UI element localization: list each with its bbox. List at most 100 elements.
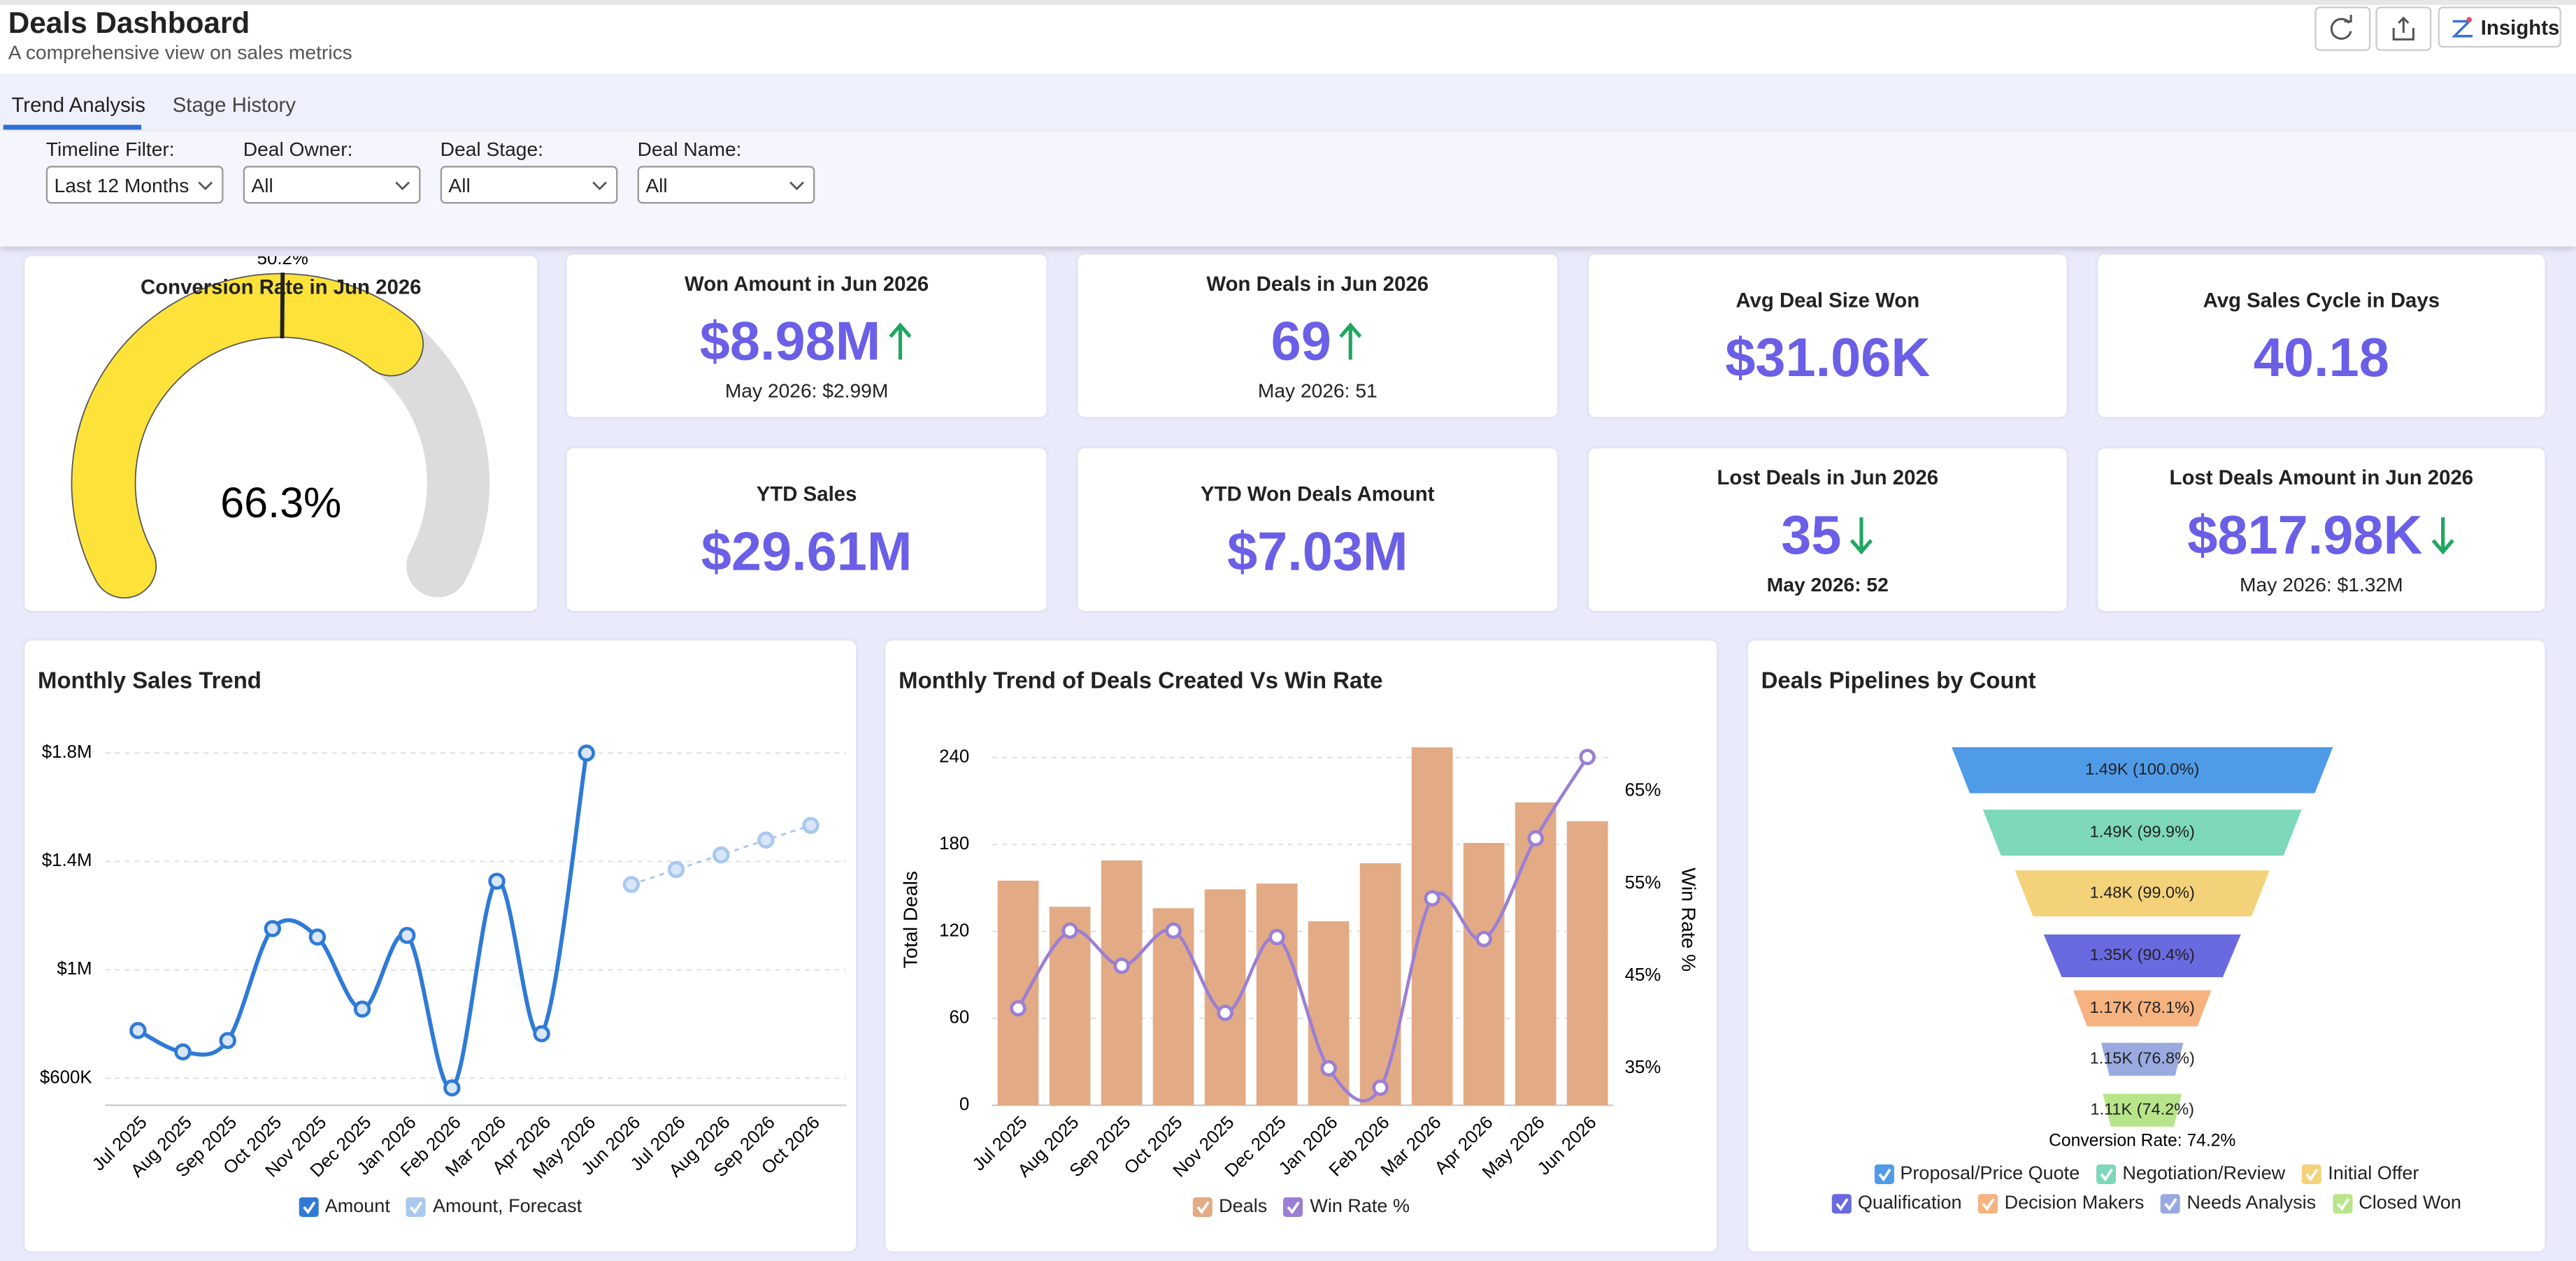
insights-button[interactable]: Insights	[2438, 6, 2561, 48]
legend-checkbox	[1283, 1197, 1303, 1217]
trend-arrow-path	[889, 322, 912, 360]
data-point	[264, 920, 281, 937]
kpi-title: Avg Deal Size Won	[1736, 289, 1920, 312]
legend-label: Negotiation/Review	[2122, 1164, 2286, 1184]
y2-tick-label: 65%	[1625, 781, 1661, 800]
kpi-value: 69	[1271, 310, 1331, 371]
legend-item[interactable]: Deals	[1192, 1197, 1267, 1217]
funnel-label: 1.15K (76.8%)	[2090, 1049, 2195, 1067]
legend-item[interactable]: Amount, Forecast	[406, 1197, 582, 1217]
legend-item[interactable]: Qualification	[1831, 1194, 1962, 1214]
kpi-title: YTD Won Deals Amount	[1201, 482, 1435, 506]
y-axis-title: Total Deals	[899, 871, 921, 968]
data-point	[219, 1032, 236, 1049]
tab[interactable]: Trend Analysis	[11, 93, 146, 117]
kpi-value-row: $29.61M	[567, 519, 1047, 584]
legend-item[interactable]: Initial Offer	[2301, 1164, 2419, 1184]
y2-axis-title: Win Rate %	[1677, 867, 1700, 972]
share-button[interactable]	[2375, 6, 2432, 51]
legend-item[interactable]: Negotiation/Review	[2096, 1164, 2286, 1184]
funnel-segment	[1952, 747, 2333, 793]
legend-item[interactable]: Closed Won	[2332, 1194, 2461, 1214]
legend-label: Closed Won	[2359, 1194, 2461, 1214]
filter-select[interactable]: All	[440, 166, 618, 204]
share-icon	[2392, 16, 2414, 41]
y-tick-label: $600K	[40, 1067, 92, 1087]
bar	[997, 880, 1039, 1106]
legend-item[interactable]: Decision Makers	[1978, 1194, 2144, 1214]
kpi-value-row: 69	[1078, 309, 1557, 375]
kpi-value-row: 40.18	[2098, 325, 2545, 391]
gauge-title: Conversion Rate in Jun 2026	[140, 275, 422, 299]
refresh-icon	[2330, 15, 2352, 40]
legend-check	[1982, 1198, 1995, 1211]
legend-swatch	[2096, 1164, 2116, 1184]
kpi-value: $29.61M	[701, 520, 913, 582]
funnel-label: 1.49K (99.9%)	[2090, 822, 2195, 840]
legend-item[interactable]: Proposal/Price Quote	[1873, 1164, 2080, 1184]
page-subtitle: A comprehensive view on sales metrics	[8, 41, 352, 64]
chevron	[198, 181, 213, 191]
insights-icon	[2451, 16, 2473, 37]
legend-label: Amount, Forecast	[432, 1197, 582, 1217]
data-point	[1372, 1079, 1389, 1096]
legend-checkbox	[2160, 1194, 2181, 1214]
kpi-title: Won Amount in Jun 2026	[685, 273, 929, 296]
kpi-value: $31.06K	[1725, 326, 1931, 388]
trend-arrow	[889, 322, 912, 360]
legend-item[interactable]: Win Rate %	[1283, 1197, 1410, 1217]
trend-arrow	[1340, 322, 1363, 360]
card: Monthly Sales Trend $600K $1M $1.4M $1.8M Jul…	[24, 640, 857, 1252]
kpi-value: $817.98K	[2187, 504, 2423, 565]
legend-label: Initial Offer	[2328, 1164, 2419, 1184]
chevron	[395, 181, 410, 191]
chart: 1.49K (100.0%) 1.49K (99.9%) 1.48K (99.0%)…	[1952, 747, 2333, 1150]
refresh-button[interactable]	[2314, 6, 2371, 51]
legend-check	[302, 1201, 316, 1215]
data-point	[353, 1000, 371, 1018]
funnel-segment	[1982, 809, 2302, 856]
bar	[1359, 863, 1401, 1106]
insights-label: Insights	[2480, 15, 2560, 39]
data-point	[1579, 749, 1596, 765]
funnel-segment	[2043, 934, 2241, 977]
legend-item[interactable]: Needs Analysis	[2160, 1194, 2316, 1214]
card: Lost Deals Amount in Jun 2026 $817.98K May…	[2098, 448, 2545, 612]
y-tick-label: 180	[939, 834, 969, 853]
filter-value: All	[645, 174, 668, 197]
kpi-value-row: 35	[1589, 503, 2067, 568]
legend-checkbox	[2332, 1194, 2352, 1214]
legend-check	[1196, 1201, 1210, 1215]
filter-select[interactable]: All	[637, 166, 815, 204]
legend-label: Amount	[324, 1197, 390, 1217]
bar	[1463, 842, 1505, 1106]
trend-arrow	[1849, 517, 1873, 555]
funnel-segment	[2101, 1042, 2184, 1076]
legend-swatch	[2160, 1194, 2181, 1214]
legend-checkbox	[1192, 1197, 1212, 1217]
chevron-path	[198, 181, 213, 191]
data-point	[1424, 890, 1440, 907]
filter-value: Last 12 Months	[54, 174, 189, 197]
funnel-label: 1.17K (78.1%)	[2090, 998, 2195, 1016]
legend-item[interactable]: Amount	[299, 1197, 390, 1217]
data-point	[1268, 928, 1285, 946]
kpi-subtext: May 2026: 52	[1766, 572, 1889, 596]
filter-select[interactable]: Last 12 Months	[45, 166, 224, 204]
legend-swatch	[1873, 1164, 1894, 1184]
legend: Amount Amount, Forecast	[24, 1197, 856, 1217]
legend-checkbox	[406, 1197, 427, 1217]
funnel-segment	[2015, 870, 2270, 917]
tab[interactable]: Stage History	[172, 93, 296, 117]
kpi-value-row: $7.03M	[1078, 519, 1557, 584]
data-point	[1061, 922, 1078, 939]
legend-checkbox	[1873, 1164, 1894, 1184]
filter-select[interactable]: All	[243, 166, 421, 204]
legend-swatch	[1831, 1194, 1852, 1214]
card: Conversion Rate in Jun 2026 50.2% 66.3%	[24, 249, 538, 612]
funnel-annotation: Conversion Rate: 74.2%	[2049, 1131, 2235, 1150]
data-point	[488, 872, 506, 890]
bar	[1049, 907, 1091, 1106]
data-point	[1010, 1000, 1026, 1017]
